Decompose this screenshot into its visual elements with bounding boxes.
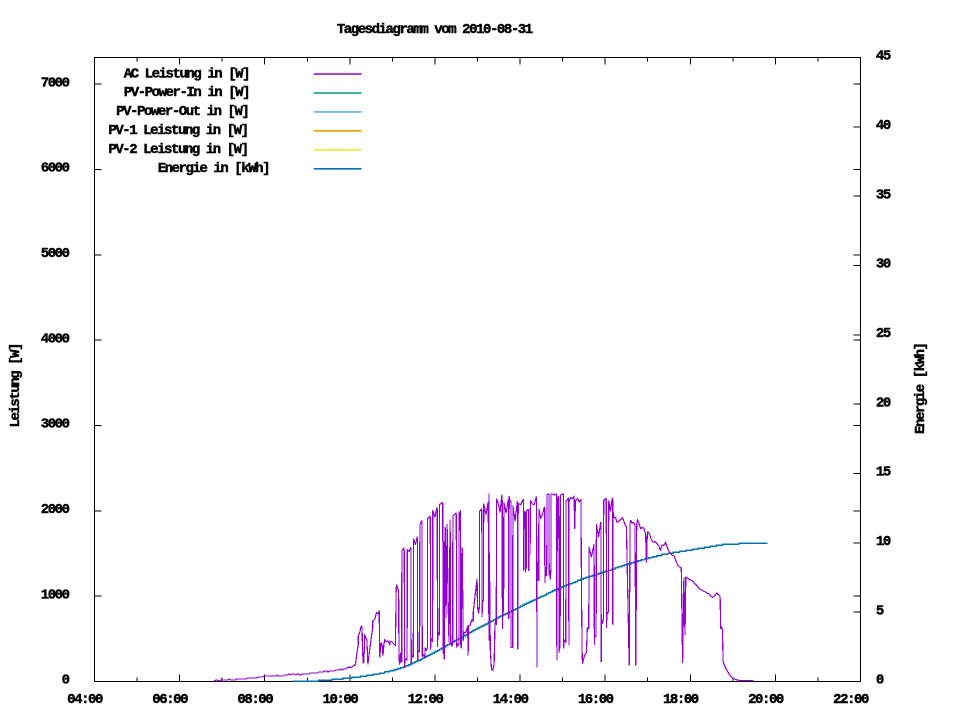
- svg-text:Energiein[kWh]: Energiein[kWh]: [158, 161, 271, 177]
- svg-text:06:00: 06:00: [152, 692, 188, 708]
- svg-text:10: 10: [876, 534, 891, 550]
- svg-text:15: 15: [876, 465, 891, 481]
- svg-text:40: 40: [876, 118, 891, 134]
- svg-text:Energie[kWh]: Energie[kWh]: [913, 342, 929, 434]
- svg-text:4000: 4000: [41, 331, 70, 347]
- svg-text:14:00: 14:00: [493, 692, 529, 708]
- svg-text:2000: 2000: [41, 502, 70, 518]
- svg-text:5000: 5000: [41, 246, 70, 262]
- svg-text:35: 35: [876, 187, 891, 203]
- svg-text:0: 0: [62, 673, 70, 689]
- svg-text:PV-Power-Outin[W]: PV-Power-Outin[W]: [116, 104, 250, 120]
- svg-text:20:00: 20:00: [748, 692, 784, 708]
- svg-text:Leistung[W]: Leistung[W]: [8, 343, 24, 428]
- svg-text:6000: 6000: [41, 161, 70, 177]
- svg-text:08:00: 08:00: [237, 692, 273, 708]
- svg-text:30: 30: [876, 257, 891, 273]
- svg-text:1000: 1000: [41, 587, 70, 603]
- svg-text:16:00: 16:00: [578, 692, 614, 708]
- svg-text:20: 20: [876, 395, 891, 411]
- svg-text:45: 45: [876, 49, 891, 65]
- svg-text:7000: 7000: [41, 75, 70, 91]
- svg-text:ACLeistungin[W]: ACLeistungin[W]: [124, 66, 251, 82]
- svg-text:10:00: 10:00: [323, 692, 359, 708]
- svg-text:Tagesdiagrammvom2010-08-31: Tagesdiagrammvom2010-08-31: [337, 22, 533, 38]
- svg-text:25: 25: [876, 326, 891, 342]
- svg-text:5: 5: [876, 603, 884, 619]
- svg-text:0: 0: [876, 673, 884, 689]
- svg-text:04:00: 04:00: [67, 692, 103, 708]
- svg-text:PV-Power-Inin[W]: PV-Power-Inin[W]: [124, 85, 251, 101]
- svg-text:22:00: 22:00: [833, 692, 869, 708]
- svg-text:18:00: 18:00: [663, 692, 699, 708]
- svg-text:PV-2Leistungin[W]: PV-2Leistungin[W]: [108, 142, 249, 158]
- svg-text:PV-1Leistungin[W]: PV-1Leistungin[W]: [108, 123, 249, 139]
- svg-text:12:00: 12:00: [408, 692, 444, 708]
- svg-text:3000: 3000: [41, 417, 70, 433]
